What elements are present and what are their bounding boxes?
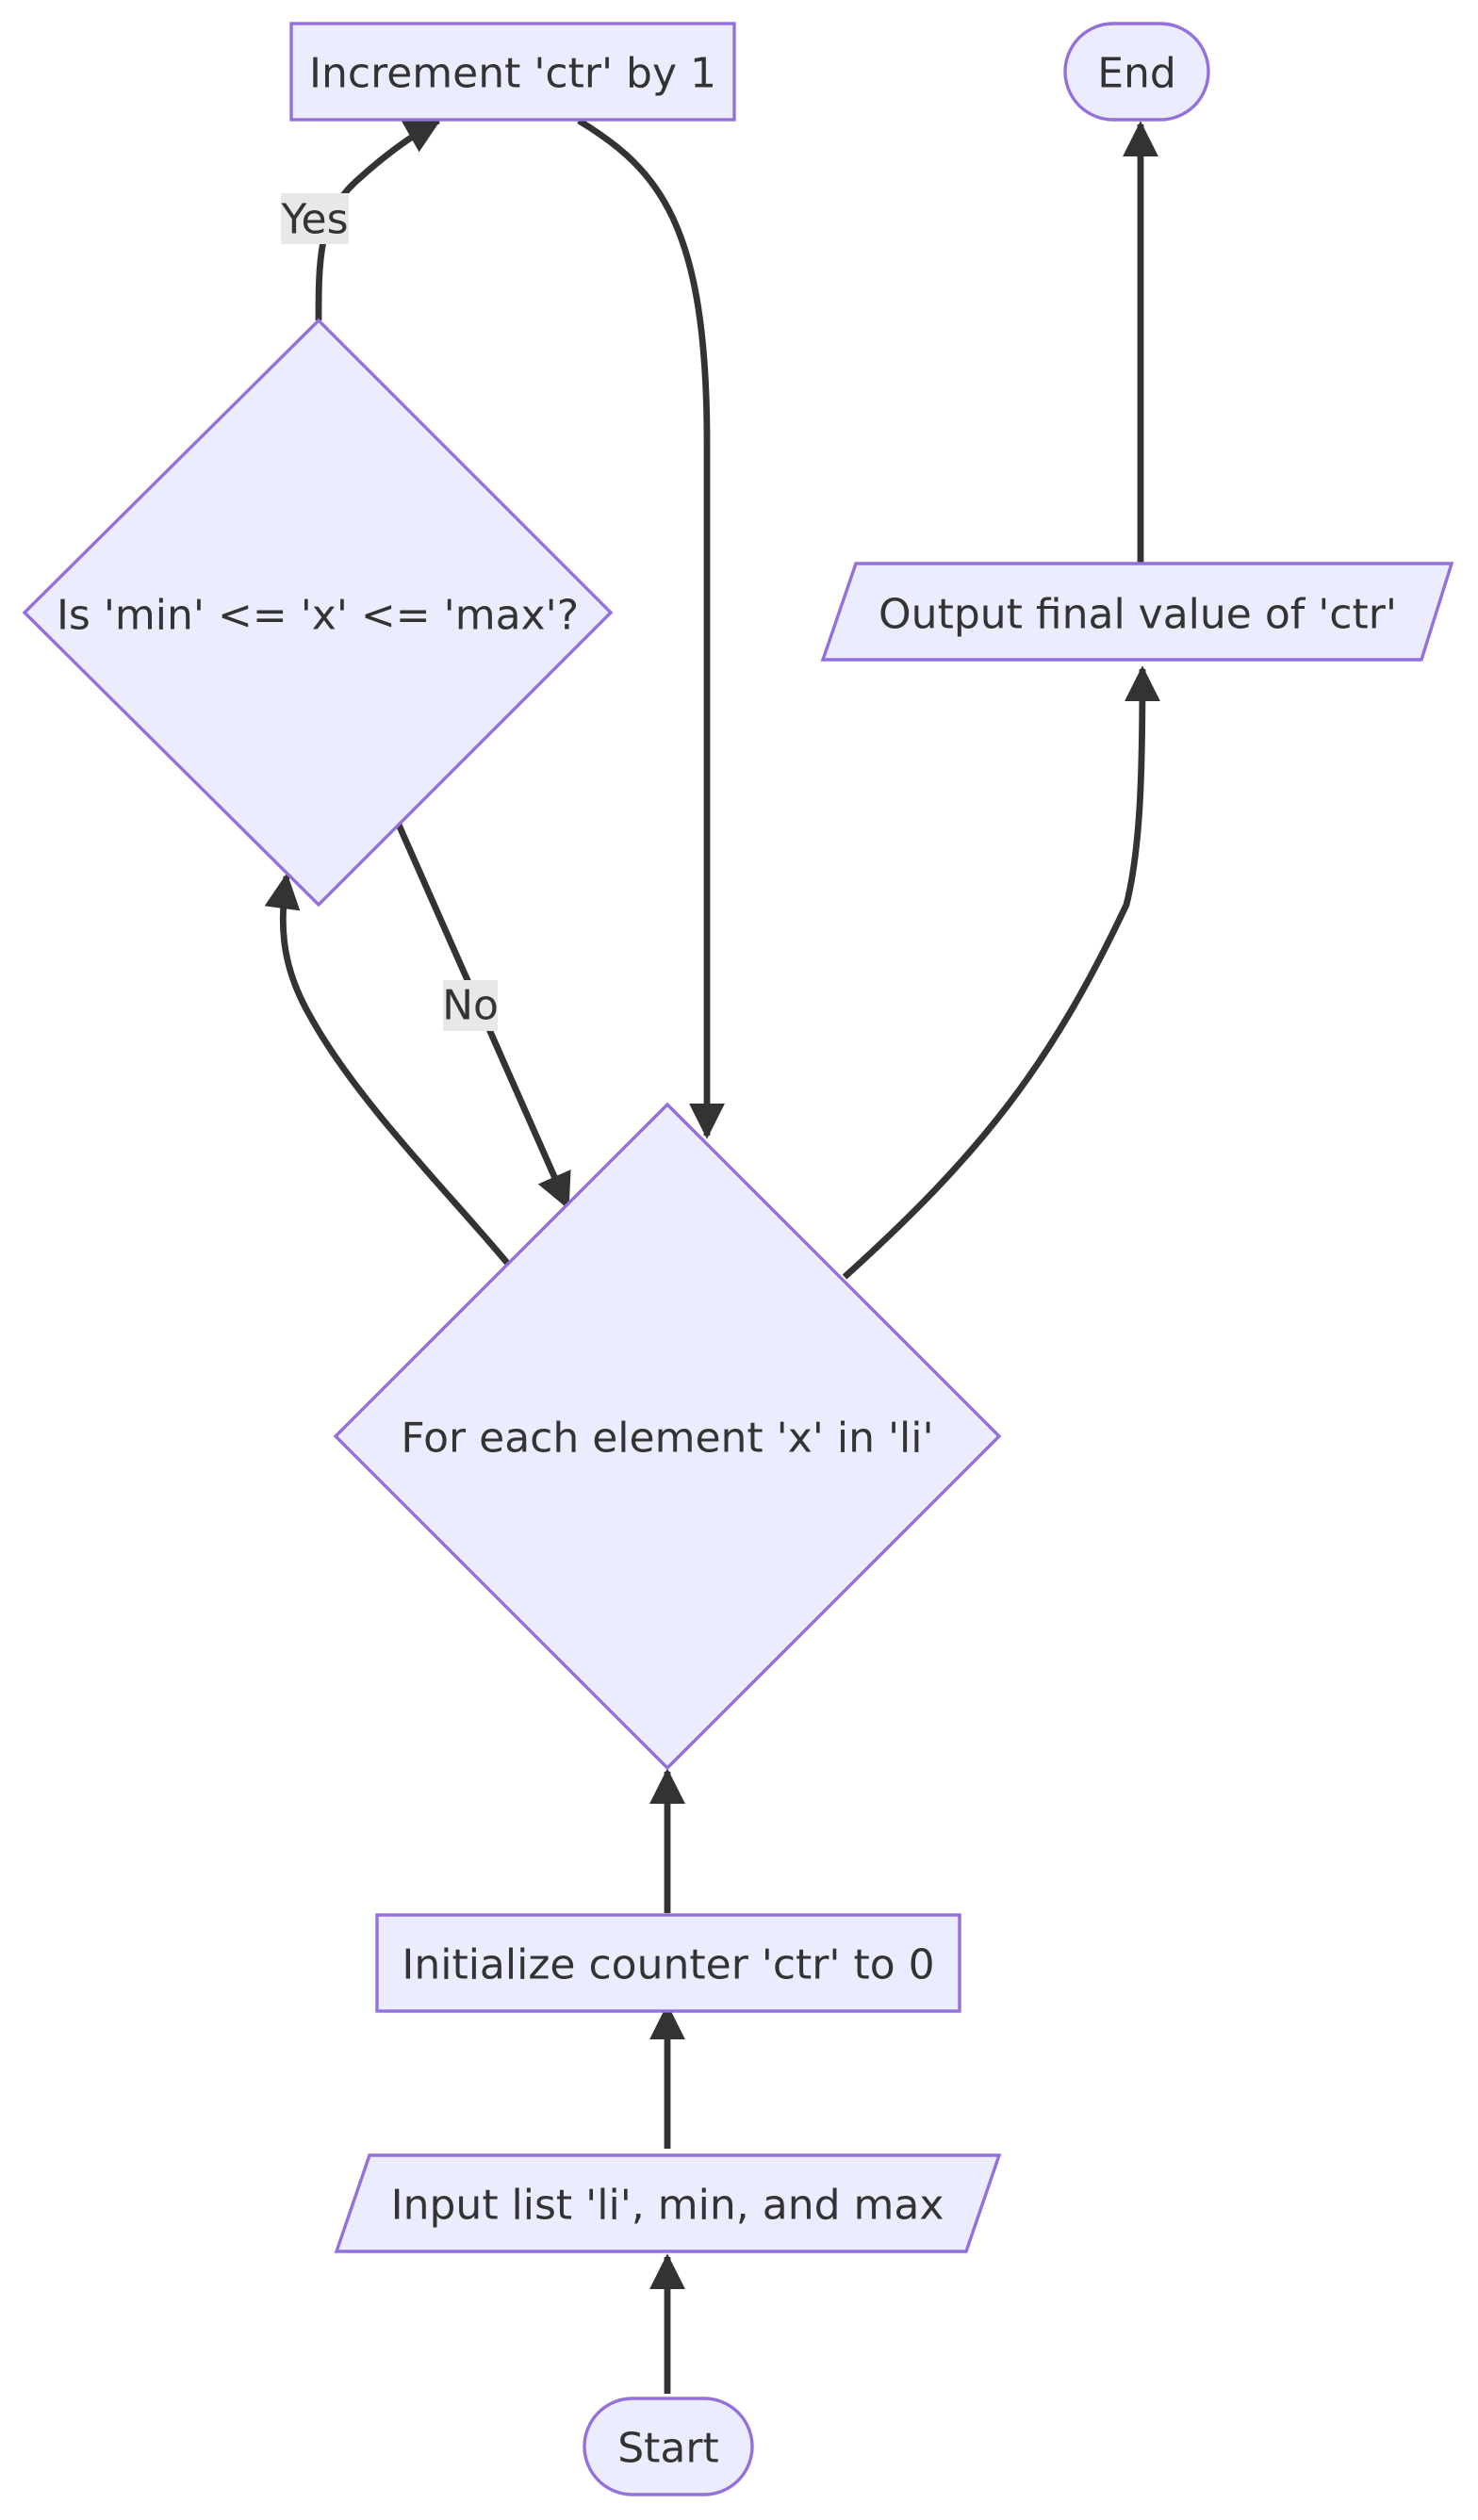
node-end: End [1063,22,1210,122]
node-start-label: Start [617,2425,719,2473]
edge-label-no: No [442,980,499,1031]
node-init: Initialize counter 'ctr' to 0 [375,1913,961,2013]
edge-label-yes: Yes [280,193,349,244]
node-check: Is 'min' <= 'x' <= 'max'? [22,318,614,908]
node-init-label: Initialize counter 'ctr' to 0 [402,1941,934,1989]
node-output-label: Output final value of 'ctr' [879,591,1397,639]
node-loop: For each element 'x' in 'li' [333,1102,1002,1771]
node-output: Output final value of 'ctr' [820,562,1454,662]
edge-increment-to-loop [577,118,725,1139]
node-increment-label: Increment 'ctr' by 1 [309,50,716,98]
node-input-label: Input list 'li', min, and max [391,2182,944,2230]
node-check-label: Is 'min' <= 'x' <= 'max'? [57,592,579,640]
node-increment: Increment 'ctr' by 1 [289,22,736,122]
edge-check-to-increment-yes [315,118,442,321]
node-loop-label: For each element 'x' in 'li' [401,1415,933,1463]
edge-loop-to-output [842,665,1160,1280]
node-start: Start [583,2397,754,2496]
edge-label-yes-text: Yes [280,196,348,244]
edge-label-no-text: No [442,982,499,1030]
node-end-label: End [1097,50,1176,98]
node-input: Input list 'li', min, and max [334,2153,1002,2253]
edge-loop-to-check [264,873,510,1266]
